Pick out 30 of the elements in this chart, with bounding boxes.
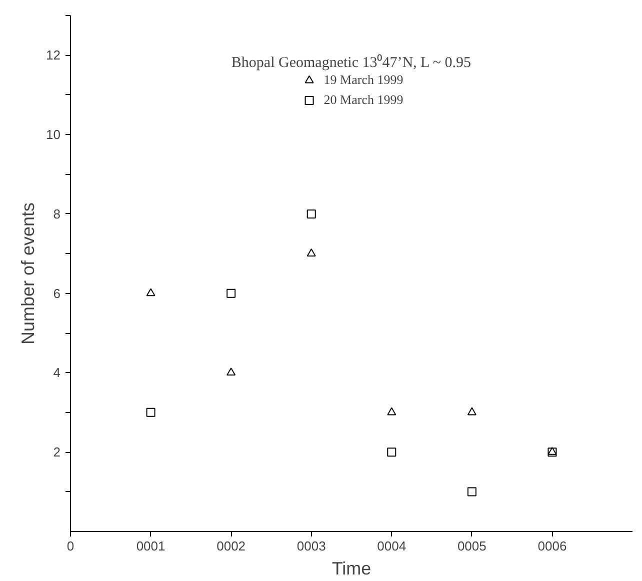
point [387,448,396,457]
legend-label: 19 March 1999 [324,72,404,88]
point [467,407,476,416]
point [467,487,476,496]
y-tick-label: 8 [53,206,61,222]
y-tick-label: 2 [53,444,61,460]
y-tick-label: 12 [46,48,61,63]
x-tick-label: 0005 [457,538,486,554]
x-axis-title: Time [332,558,372,578]
x-tick-label: 0006 [538,538,567,554]
legend-label: 20 March 1999 [324,92,404,108]
point [226,368,236,376]
x-tick-label: 0 [66,538,74,554]
point [548,446,557,455]
point [387,407,396,416]
x-tick-label: 0001 [136,538,166,554]
point [146,288,156,296]
x-tick-label: 0003 [296,538,326,554]
point [306,248,316,256]
point [226,288,236,298]
y-tick-label: 6 [53,286,61,301]
x-tick-label: 0002 [216,538,246,554]
y-axis-title: Number of events [18,202,38,345]
y-tick-label: 4 [53,365,61,380]
point [306,209,316,218]
x-tick-label: 0004 [377,538,406,554]
y-tick-label: 10 [46,127,61,142]
point [146,408,156,417]
point [548,448,557,457]
text: Bhopal Geomagnetic 13⁰47’N, L ~ 0.95 [231,54,472,72]
